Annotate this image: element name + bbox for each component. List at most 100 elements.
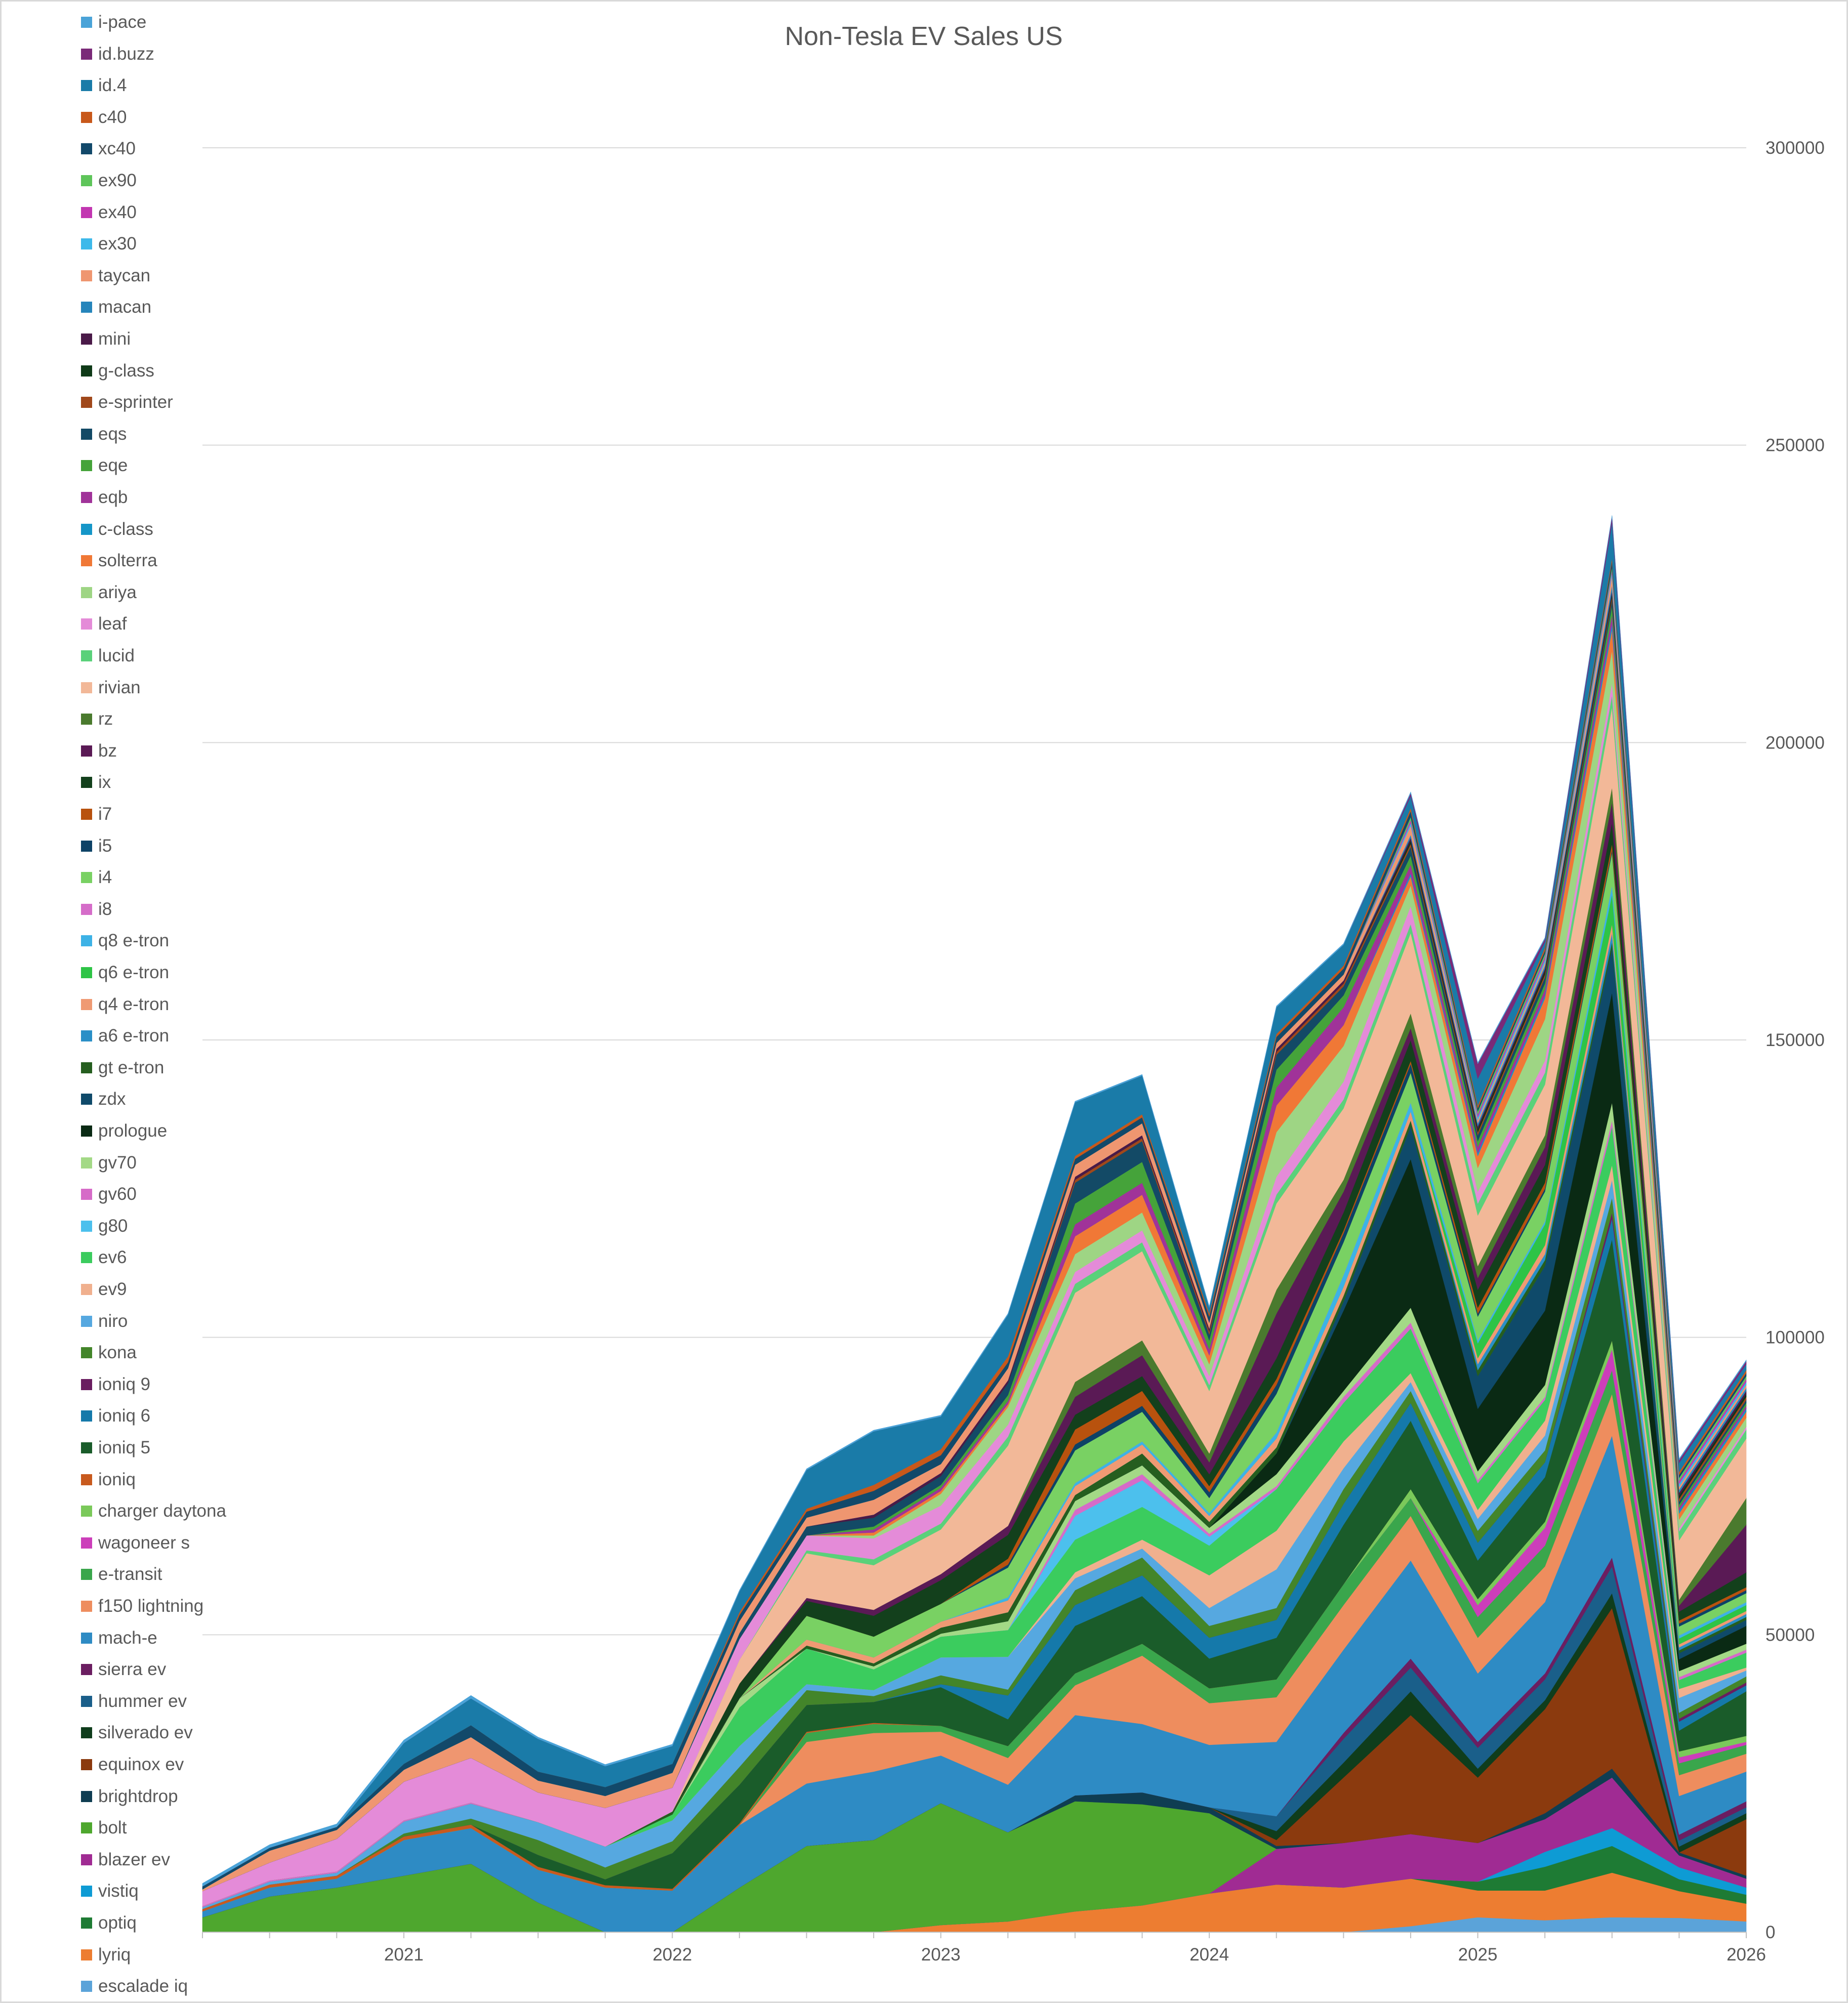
legend-label: ioniq 9 [98,1374,151,1394]
legend-swatch [81,935,92,947]
legend-item: equinox ev [81,1754,184,1776]
legend-swatch [81,111,92,123]
legend-label: ioniq 6 [98,1406,151,1426]
legend-item: lucid [81,645,135,667]
legend-swatch [81,1094,92,1105]
legend-item: ioniq [81,1469,136,1491]
legend-label: lucid [98,646,135,665]
legend-swatch [81,714,92,725]
legend-item: ioniq 5 [81,1437,150,1459]
legend-label: c40 [98,107,127,127]
legend-label: wagoneer s [98,1532,190,1553]
legend-item: q8 e-tron [81,930,169,952]
legend-swatch [81,1474,92,1485]
legend-label: vistiq [98,1881,139,1901]
legend-item: ex40 [81,201,137,224]
legend-item: g80 [81,1215,128,1237]
legend-item: lyriq [81,1944,131,1966]
legend-item: i4 [81,866,112,889]
legend-swatch [81,1157,92,1169]
legend-item: e-transit [81,1563,162,1585]
y-tick-label: 200000 [1765,733,1825,753]
legend-swatch [81,1569,92,1580]
legend-swatch [81,1315,92,1327]
legend-swatch [81,397,92,408]
legend-swatch [81,555,92,567]
legend-swatch [81,618,92,630]
y-tick-label: 250000 [1765,436,1825,455]
legend-item: sierra ev [81,1658,166,1681]
legend-label: charger daytona [98,1501,226,1521]
stacked-areas [202,515,1747,1933]
legend-item: i-pace [81,11,146,33]
legend-swatch [81,1917,92,1929]
legend-swatch [81,1601,92,1612]
legend-label: ev9 [98,1279,127,1299]
legend-swatch [81,48,92,60]
legend-item: wagoneer s [81,1532,190,1554]
legend-label: g80 [98,1216,128,1236]
legend-swatch [81,1506,92,1517]
legend-item: f150 lightning [81,1595,203,1617]
x-tick-label: 2023 [921,1945,961,1965]
legend-label: gv70 [98,1152,137,1173]
legend-swatch [81,206,92,218]
legend-label: eqe [98,455,128,476]
legend-item: kona [81,1342,137,1364]
legend-swatch [81,1886,92,1897]
legend-swatch [81,1537,92,1549]
legend-item: eqe [81,454,128,477]
legend-label: ioniq [98,1469,136,1489]
legend-swatch [81,175,92,186]
legend-item: gt e-tron [81,1057,164,1079]
legend-label: blazer ev [98,1849,171,1869]
legend-item: i8 [81,898,112,921]
y-tick-label: 300000 [1765,138,1825,158]
legend-item: macan [81,296,151,318]
legend-swatch [81,745,92,757]
legend-label: ix [98,772,111,792]
legend-label: i5 [98,836,112,856]
legend-label: c-class [98,519,153,539]
legend-label: solterra [98,551,157,571]
legend-swatch [81,492,92,503]
legend-label: f150 lightning [98,1596,204,1616]
legend-swatch [81,1220,92,1232]
legend-label: i4 [98,867,112,888]
legend-label: sierra ev [98,1659,167,1680]
legend-item: i5 [81,835,112,857]
legend-item: rz [81,708,113,730]
legend-swatch [81,1442,92,1453]
legend-swatch [81,1030,92,1042]
legend-item: mach-e [81,1627,157,1649]
legend-swatch [81,1854,92,1865]
legend-label: id.4 [98,75,127,96]
legend-label: ex40 [98,202,137,222]
legend-swatch [81,365,92,377]
legend-swatch [81,302,92,313]
legend-label: equinox ev [98,1755,184,1774]
legend-label: gt e-tron [98,1057,165,1077]
legend-label: ex30 [98,234,137,254]
legend-label: lyriq [98,1944,131,1965]
legend-swatch [81,1410,92,1422]
legend-label: macan [98,297,152,317]
legend-item: charger daytona [81,1500,226,1522]
legend-item: bolt [81,1817,127,1839]
legend-item: brightdrop [81,1785,178,1808]
legend-label: q8 e-tron [98,931,170,951]
legend-label: rz [98,709,113,729]
legend-item: niro [81,1310,128,1332]
legend-label: mach-e [98,1628,157,1648]
legend-item: silverado ev [81,1722,193,1744]
legend-item: rivian [81,677,141,699]
legend-label: ariya [98,582,137,602]
area-i-pace [202,515,1747,1887]
legend-label: ioniq 5 [98,1438,151,1457]
x-tick-label: 2022 [652,1945,692,1965]
legend-swatch [81,1125,92,1137]
legend-item: gv70 [81,1152,137,1174]
legend-item: bz [81,740,117,762]
legend-item: solterra [81,550,157,572]
